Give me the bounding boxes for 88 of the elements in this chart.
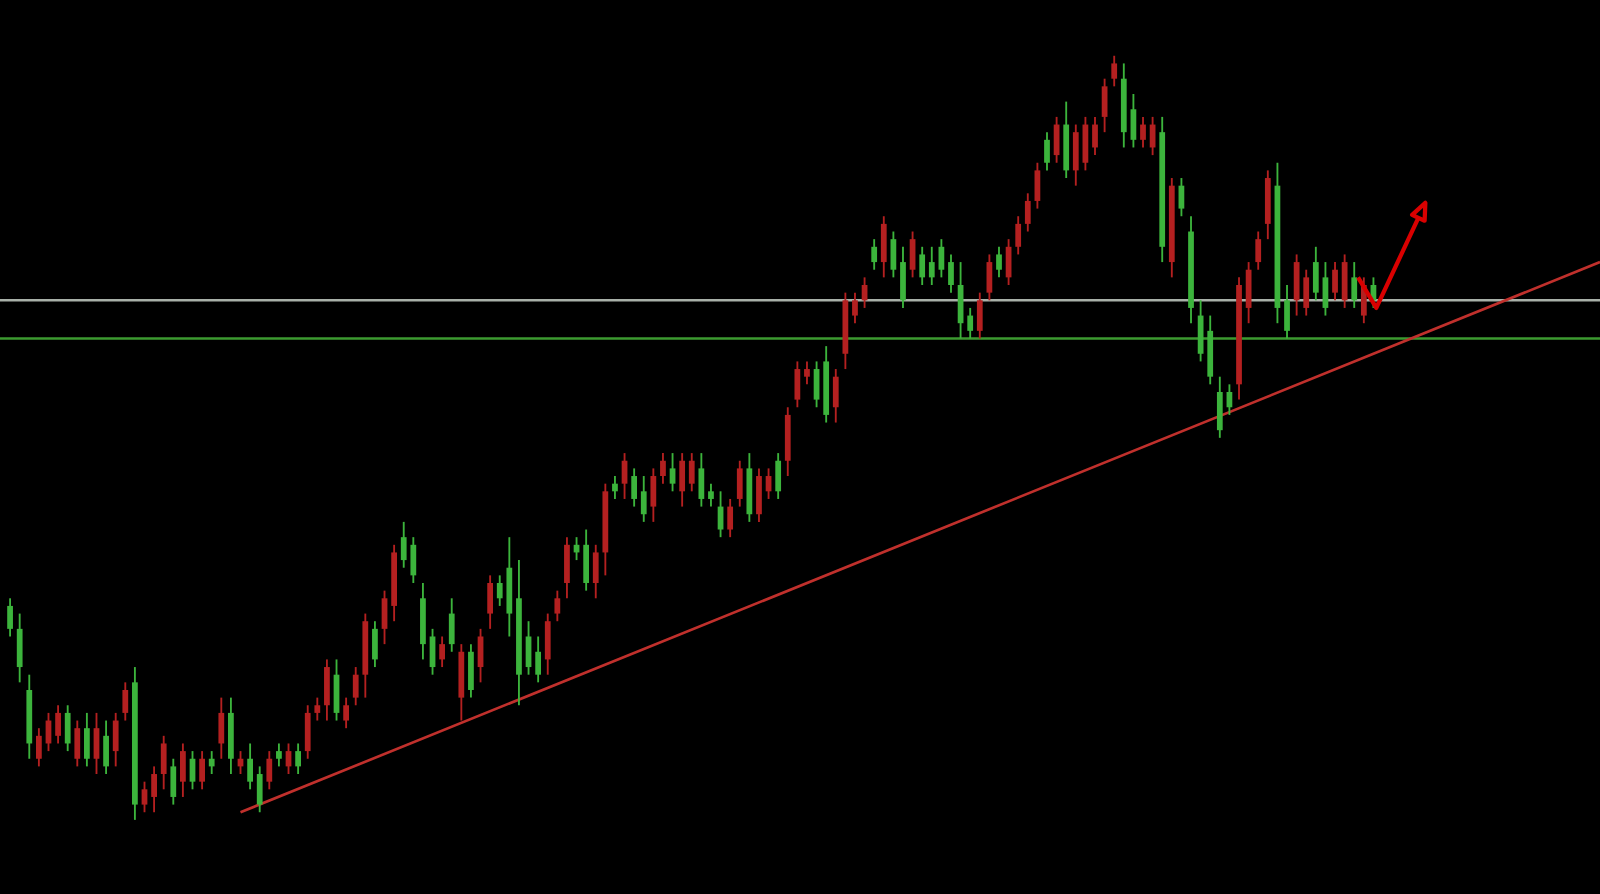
candlestick xyxy=(352,666,359,707)
candlestick xyxy=(487,574,494,630)
candlestick xyxy=(170,757,177,806)
candlestick xyxy=(84,711,90,768)
candlestick xyxy=(16,612,23,684)
candlestick xyxy=(1332,261,1338,302)
candlestick xyxy=(784,406,791,477)
candlestick xyxy=(276,742,282,768)
candlestick xyxy=(756,467,762,523)
candlestick xyxy=(122,681,129,722)
candlestick xyxy=(948,253,954,294)
candlestick xyxy=(324,658,330,722)
candlestick xyxy=(218,696,225,760)
candlestick xyxy=(1063,100,1070,179)
candlestick xyxy=(1024,192,1031,233)
candlestick xyxy=(343,696,349,730)
candlestick xyxy=(1284,284,1290,340)
candlestick xyxy=(304,704,311,760)
candlestick xyxy=(554,589,561,623)
candlestick xyxy=(1044,131,1050,172)
candlestick xyxy=(247,742,253,791)
candlestick xyxy=(592,543,599,600)
candlestick xyxy=(1216,375,1223,439)
candlestick xyxy=(7,597,13,638)
candlestick xyxy=(1111,54,1118,88)
candlestick xyxy=(36,727,42,768)
candlestick xyxy=(775,452,782,500)
candlestick xyxy=(612,475,618,500)
candlestick xyxy=(141,780,148,814)
candlestick xyxy=(727,498,734,539)
candlestick xyxy=(660,452,666,485)
candlestick xyxy=(688,452,695,493)
candlestick xyxy=(151,765,157,814)
candlestick xyxy=(103,719,109,775)
candlestick xyxy=(631,467,638,508)
candlestick xyxy=(372,620,378,668)
candlestick xyxy=(64,704,71,753)
candlestick xyxy=(564,536,570,600)
candlestick xyxy=(1341,253,1348,309)
candlestick xyxy=(996,245,1002,279)
candlestick xyxy=(976,291,983,340)
candlestick xyxy=(640,475,647,523)
candlestick xyxy=(314,696,321,722)
candlestick xyxy=(669,452,676,493)
candlestick xyxy=(55,704,61,745)
candlestick xyxy=(1092,115,1098,157)
candlestick xyxy=(458,643,465,722)
candlestick xyxy=(583,528,590,592)
candlestick xyxy=(448,597,455,653)
candlestick xyxy=(1351,261,1358,309)
candlestick xyxy=(832,368,839,424)
candlestick xyxy=(74,719,81,768)
candlestick xyxy=(256,765,263,814)
candlestick xyxy=(928,245,935,286)
candlestick xyxy=(880,215,887,279)
candlestick xyxy=(1015,215,1022,256)
candlestick xyxy=(679,452,686,508)
candlestick xyxy=(420,582,426,661)
candlestick xyxy=(919,245,926,286)
candlestick xyxy=(736,459,743,508)
candlestick xyxy=(208,750,215,775)
candlestick xyxy=(1072,123,1079,187)
candlestick xyxy=(468,643,474,699)
candlestick xyxy=(228,696,234,775)
candlestick xyxy=(180,742,186,798)
candlestick xyxy=(698,452,705,508)
candlestick xyxy=(1140,115,1146,149)
candlestick xyxy=(266,750,273,791)
candlestick xyxy=(794,360,801,409)
candlestick xyxy=(112,711,119,768)
candlestick xyxy=(295,742,301,775)
candlestick xyxy=(871,238,878,271)
candlestick xyxy=(160,734,167,791)
candlestick xyxy=(1312,245,1319,302)
candlestick xyxy=(852,291,858,325)
candlestick xyxy=(650,467,657,523)
candlestick xyxy=(708,482,714,508)
candlestick xyxy=(1255,230,1262,271)
candlestick xyxy=(1264,169,1271,241)
candlestick xyxy=(746,452,753,523)
candlestick xyxy=(439,635,446,668)
candlestick xyxy=(804,360,810,386)
candlestick xyxy=(967,307,974,340)
candlestick xyxy=(535,635,542,684)
candlestick xyxy=(199,750,205,791)
candlestick xyxy=(544,612,551,676)
candlestick xyxy=(1245,261,1252,325)
candlestick xyxy=(900,245,906,309)
